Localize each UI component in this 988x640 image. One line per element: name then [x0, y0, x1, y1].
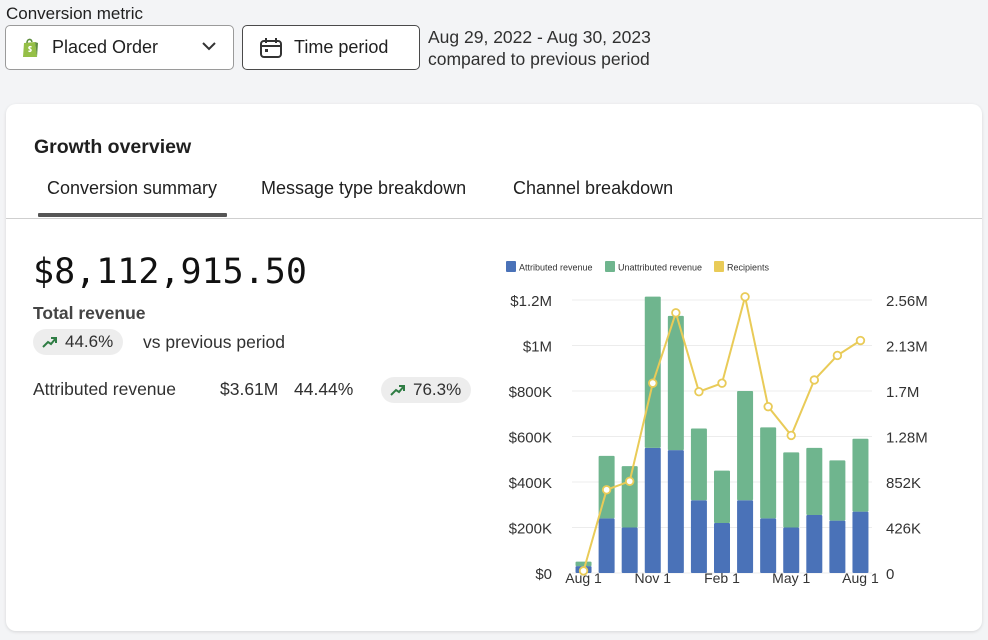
x-tick-label: Nov 1: [634, 570, 671, 586]
comparison-text: compared to previous period: [428, 49, 650, 69]
y-right-tick-label: 852K: [886, 475, 921, 492]
shopify-bag-icon: [23, 38, 38, 57]
calendar-icon: [260, 37, 282, 58]
bar-unattributed: [621, 466, 638, 528]
y-right-tick-label: 1.28M: [886, 430, 928, 447]
trend-up-icon: [390, 385, 405, 396]
recipients-point: [855, 335, 866, 346]
trend-up-icon: [42, 337, 57, 348]
legend-label: Recipients: [727, 263, 770, 273]
chevron-down-icon: [202, 42, 216, 51]
y-right-tick-label: 2.13M: [886, 339, 928, 356]
bar-unattributed: [644, 296, 661, 448]
recipients-point: [717, 378, 727, 388]
x-tick-label: May 1: [772, 570, 810, 586]
y-left-tick-label: $1M: [523, 339, 552, 356]
recipients-point: [694, 387, 704, 397]
date-range: Aug 29, 2022 - Aug 30, 2023: [428, 27, 651, 47]
vs-previous-label: vs previous period: [143, 332, 286, 352]
bar-unattributed: [737, 391, 754, 501]
total-change-value: 44.6%: [65, 332, 114, 351]
bar-attributed: [667, 450, 684, 573]
bar-attributed: [783, 527, 800, 573]
conversion-metric-dropdown[interactable]: Placed Order: [5, 25, 234, 70]
bar-attributed: [806, 514, 823, 573]
bar-attributed: [621, 527, 638, 573]
recipients-point: [809, 375, 820, 385]
total-revenue-label: Total revenue: [33, 303, 146, 323]
bar-unattributed: [575, 561, 592, 567]
bar-unattributed: [829, 460, 846, 521]
recipients-point: [786, 430, 796, 441]
y-left-tick-label: $0: [535, 566, 552, 583]
y-left-tick-label: $200K: [509, 521, 552, 538]
tab-conversion-summary[interactable]: Conversion summary: [37, 178, 228, 217]
legend-swatch: [714, 261, 724, 272]
legend-label: Attributed revenue: [519, 263, 593, 273]
bar-unattributed: [852, 438, 869, 512]
bar-attributed: [690, 500, 707, 573]
bar-attributed: [598, 518, 615, 573]
bar-unattributed: [760, 427, 777, 519]
recipients-point: [624, 476, 635, 486]
x-tick-label: Feb 1: [704, 570, 740, 586]
legend-swatch: [506, 261, 516, 272]
x-tick-label: Aug 1: [842, 570, 879, 586]
attributed-change-value: 76.3%: [413, 380, 462, 399]
date-range-text: Aug 29, 2022 - Aug 30, 2023 compared to …: [428, 26, 651, 70]
y-left-tick-label: $400K: [509, 475, 552, 492]
bar-attributed: [714, 522, 730, 573]
recipients-point: [601, 485, 612, 495]
bar-attributed: [829, 520, 846, 573]
growth-overview-card: Growth overview Conversion summary Messa…: [6, 104, 982, 631]
y-right-tick-label: 0: [886, 566, 894, 583]
attributed-revenue-value: $3.61M: [220, 379, 279, 399]
total-change-badge: 44.6%: [33, 329, 124, 355]
legend-swatch: [605, 261, 615, 272]
tab-bar: Conversion summary Message type breakdow…: [6, 166, 982, 219]
y-left-tick-label: $1.2M: [510, 293, 552, 310]
attributed-revenue-percent: 44.44%: [294, 379, 354, 399]
y-right-tick-label: 1.7M: [886, 384, 919, 401]
bar-unattributed: [714, 470, 730, 523]
attributed-revenue-label: Attributed revenue: [33, 379, 177, 399]
bar-unattributed: [690, 428, 707, 501]
recipients-point: [648, 378, 658, 388]
tab-message-type-breakdown[interactable]: Message type breakdown: [261, 178, 467, 198]
bar-attributed: [852, 511, 869, 573]
tab-channel-breakdown[interactable]: Channel breakdown: [513, 178, 674, 198]
total-revenue-value: $8,112,915.50: [33, 252, 307, 292]
y-right-tick-label: 426K: [886, 521, 921, 538]
attributed-change-badge: 76.3%: [381, 377, 472, 403]
bar-attributed: [760, 518, 777, 573]
y-left-tick-label: $600K: [509, 430, 552, 447]
x-tick-label: Aug 1: [565, 570, 602, 586]
bar-attributed: [737, 500, 754, 573]
time-period-label: Time period: [294, 37, 389, 57]
conversion-metric-value: Placed Order: [52, 37, 159, 57]
y-left-tick-label: $800K: [509, 384, 552, 401]
recipients-point: [671, 308, 681, 318]
recipients-point: [832, 350, 843, 361]
time-period-button[interactable]: Time period: [242, 25, 420, 70]
bar-unattributed: [667, 315, 684, 451]
bar-unattributed: [783, 452, 800, 528]
bar-unattributed: [806, 447, 823, 515]
recipients-point: [763, 401, 773, 412]
conversion-metric-label: Conversion metric: [6, 4, 143, 23]
bar-attributed: [644, 447, 661, 573]
legend-label: Unattributed revenue: [618, 263, 702, 273]
y-right-tick-label: 2.56M: [886, 293, 928, 310]
revenue-chart: $0 0 $200K 426K $400K 852K $600K 1.28M $800K 1.7M…: [506, 261, 928, 586]
recipients-point: [578, 566, 589, 576]
card-title: Growth overview: [34, 136, 192, 158]
recipients-point: [740, 292, 750, 302]
